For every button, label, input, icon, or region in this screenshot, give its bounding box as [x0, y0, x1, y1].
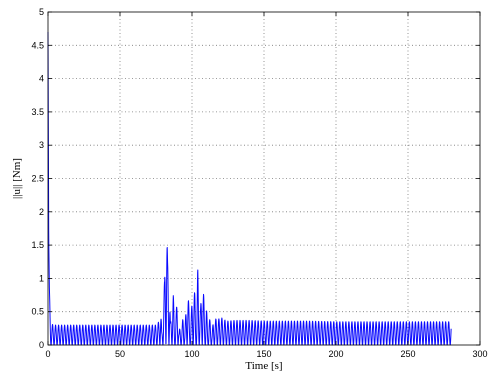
y-tick-label: 3	[39, 140, 44, 150]
series-layer	[47, 31, 452, 346]
y-tick-label: 4.5	[31, 40, 44, 50]
x-tick-label: 300	[472, 349, 487, 359]
y-tick-label: 5	[39, 7, 44, 17]
y-tick-label: 2.5	[31, 174, 44, 184]
y-axis-label: ||u|| [Nm]	[11, 158, 23, 199]
y-tick-label: 0	[39, 340, 44, 350]
y-tick-label: 1.5	[31, 240, 44, 250]
y-tick-label: 3.5	[31, 107, 44, 117]
series-line-0	[47, 31, 452, 346]
y-tick-label: 2	[39, 207, 44, 217]
y-tick-label: 4	[39, 74, 44, 84]
x-tick-label: 100	[184, 349, 199, 359]
x-tick-label: 50	[115, 349, 125, 359]
x-tick-label: 150	[256, 349, 271, 359]
x-tick-label: 0	[45, 349, 50, 359]
y-tick-label: 1	[39, 273, 44, 283]
x-tick-label: 200	[328, 349, 343, 359]
x-axis-label: Time [s]	[245, 360, 282, 372]
grid	[48, 12, 480, 345]
x-axis-ticks: 0 50 100 150 200 250 300	[45, 12, 488, 359]
y-axis-ticks: 0 0.5 1 1.5 2 2.5 3 3.5 4 4.5 5	[31, 7, 480, 350]
x-tick-label: 250	[400, 349, 415, 359]
y-tick-label: 0.5	[31, 307, 44, 317]
